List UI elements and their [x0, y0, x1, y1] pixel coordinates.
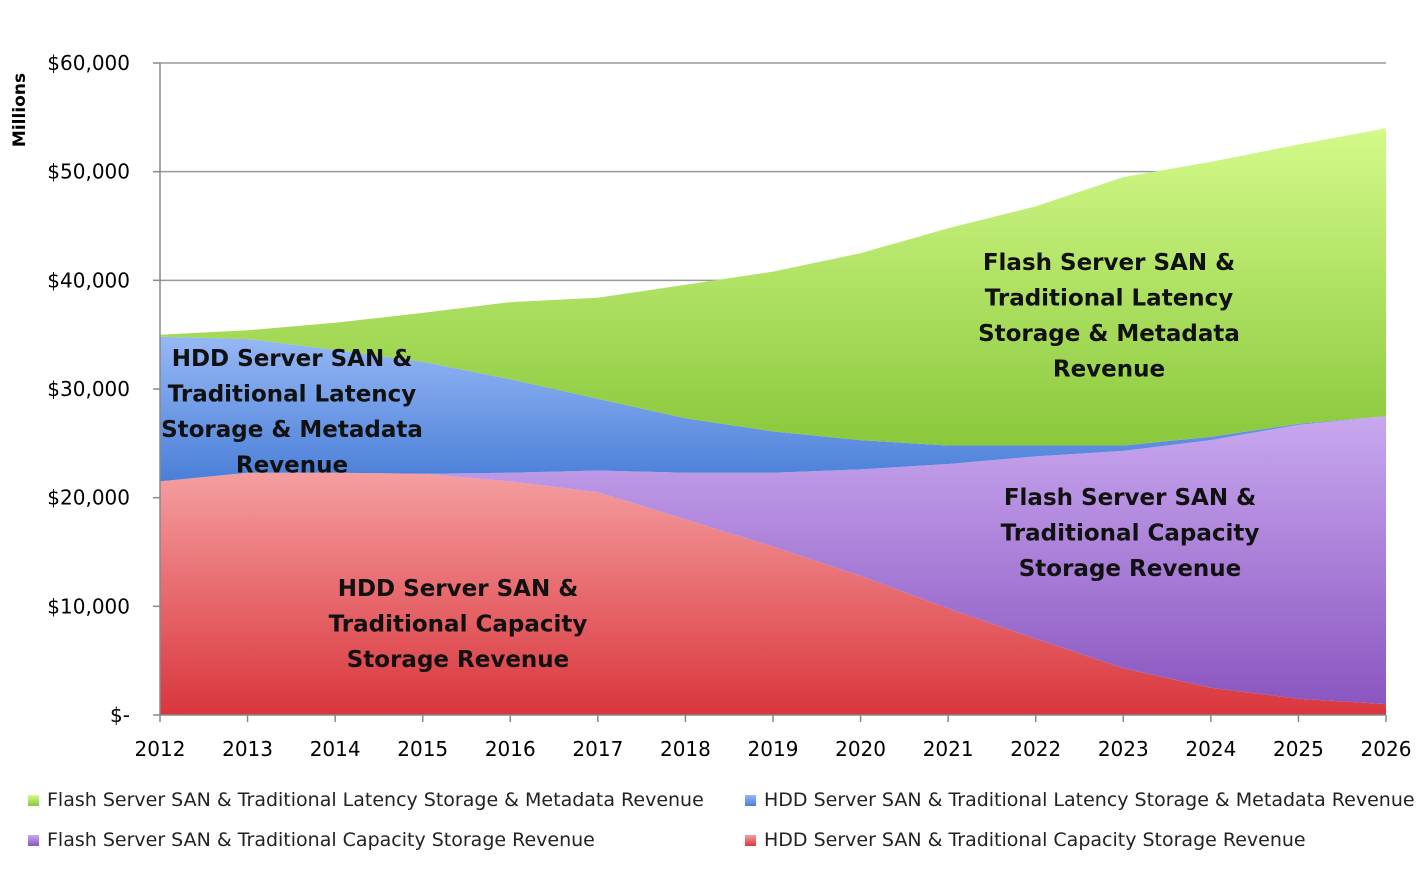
area-series-3: [160, 128, 1386, 446]
x-tick-label: 2016: [485, 737, 536, 761]
area-label-line: Storage Revenue: [347, 647, 570, 673]
area-series-0: [160, 472, 1386, 715]
area-label-line: Flash Server SAN &: [1004, 485, 1256, 511]
y-axis-title: Millions: [10, 73, 30, 147]
area-label-line: Storage & Metadata: [161, 417, 423, 443]
area-layer: [160, 128, 1386, 715]
area-label-line: HDD Server SAN &: [172, 346, 413, 372]
area-label-line: Traditional Latency: [985, 286, 1234, 312]
area-label-layer: HDD Server SAN & Traditional Capacity Stor…: [161, 250, 1259, 673]
area-label-series-2: HDD Server SAN & Traditional Latency Stora…: [161, 346, 423, 479]
area-label-line: Traditional Capacity: [329, 612, 588, 638]
area-series-2: [160, 336, 1386, 482]
y-tick-label: $20,000: [47, 486, 130, 510]
area-label-series-0: HDD Server SAN & Traditional Capacity Stor…: [329, 576, 588, 673]
y-tick-label: $50,000: [47, 160, 130, 184]
x-tick-label: 2022: [1010, 737, 1061, 761]
x-tick-label: 2013: [222, 737, 273, 761]
x-tick-label: 2026: [1361, 737, 1412, 761]
x-tick-label: 2023: [1098, 737, 1149, 761]
area-label-line: Traditional Latency: [168, 382, 417, 408]
y-tick-label: $-: [110, 703, 130, 727]
area-label-line: HDD Server SAN &: [338, 576, 579, 602]
area-label-line: Storage & Metadata: [978, 321, 1240, 347]
y-tick-label: $40,000: [47, 268, 130, 292]
area-label-line: Flash Server SAN &: [983, 250, 1235, 276]
area-series-1: [160, 416, 1386, 705]
x-tick-label: 2012: [135, 737, 186, 761]
x-tick-label: 2019: [748, 737, 799, 761]
x-tick-label: 2021: [923, 737, 974, 761]
x-tick-label: 2014: [310, 737, 361, 761]
area-label-line: Storage Revenue: [1019, 556, 1242, 582]
y-tick-label: $30,000: [47, 377, 130, 401]
x-tick-label: 2015: [397, 737, 448, 761]
area-label-line: Revenue: [1053, 357, 1165, 383]
x-tick-label: 2017: [572, 737, 623, 761]
area-label-series-1: Flash Server SAN & Traditional Capacity St…: [1001, 485, 1260, 582]
x-tick-label: 2020: [835, 737, 886, 761]
x-tick-label: 2018: [660, 737, 711, 761]
x-tick-label: 2025: [1273, 737, 1324, 761]
y-tick-label: $60,000: [47, 51, 130, 75]
area-label-line: Revenue: [236, 453, 348, 479]
y-tick-label: $10,000: [47, 594, 130, 618]
axis-layer: $- $10,000 $20,000 $30,000 $40,000 $50,000 $60…: [47, 51, 1411, 761]
area-label-line: Traditional Capacity: [1001, 521, 1260, 547]
x-tick-label: 2024: [1185, 737, 1236, 761]
area-label-series-3: Flash Server SAN & Traditional Latency Sto…: [978, 250, 1240, 383]
